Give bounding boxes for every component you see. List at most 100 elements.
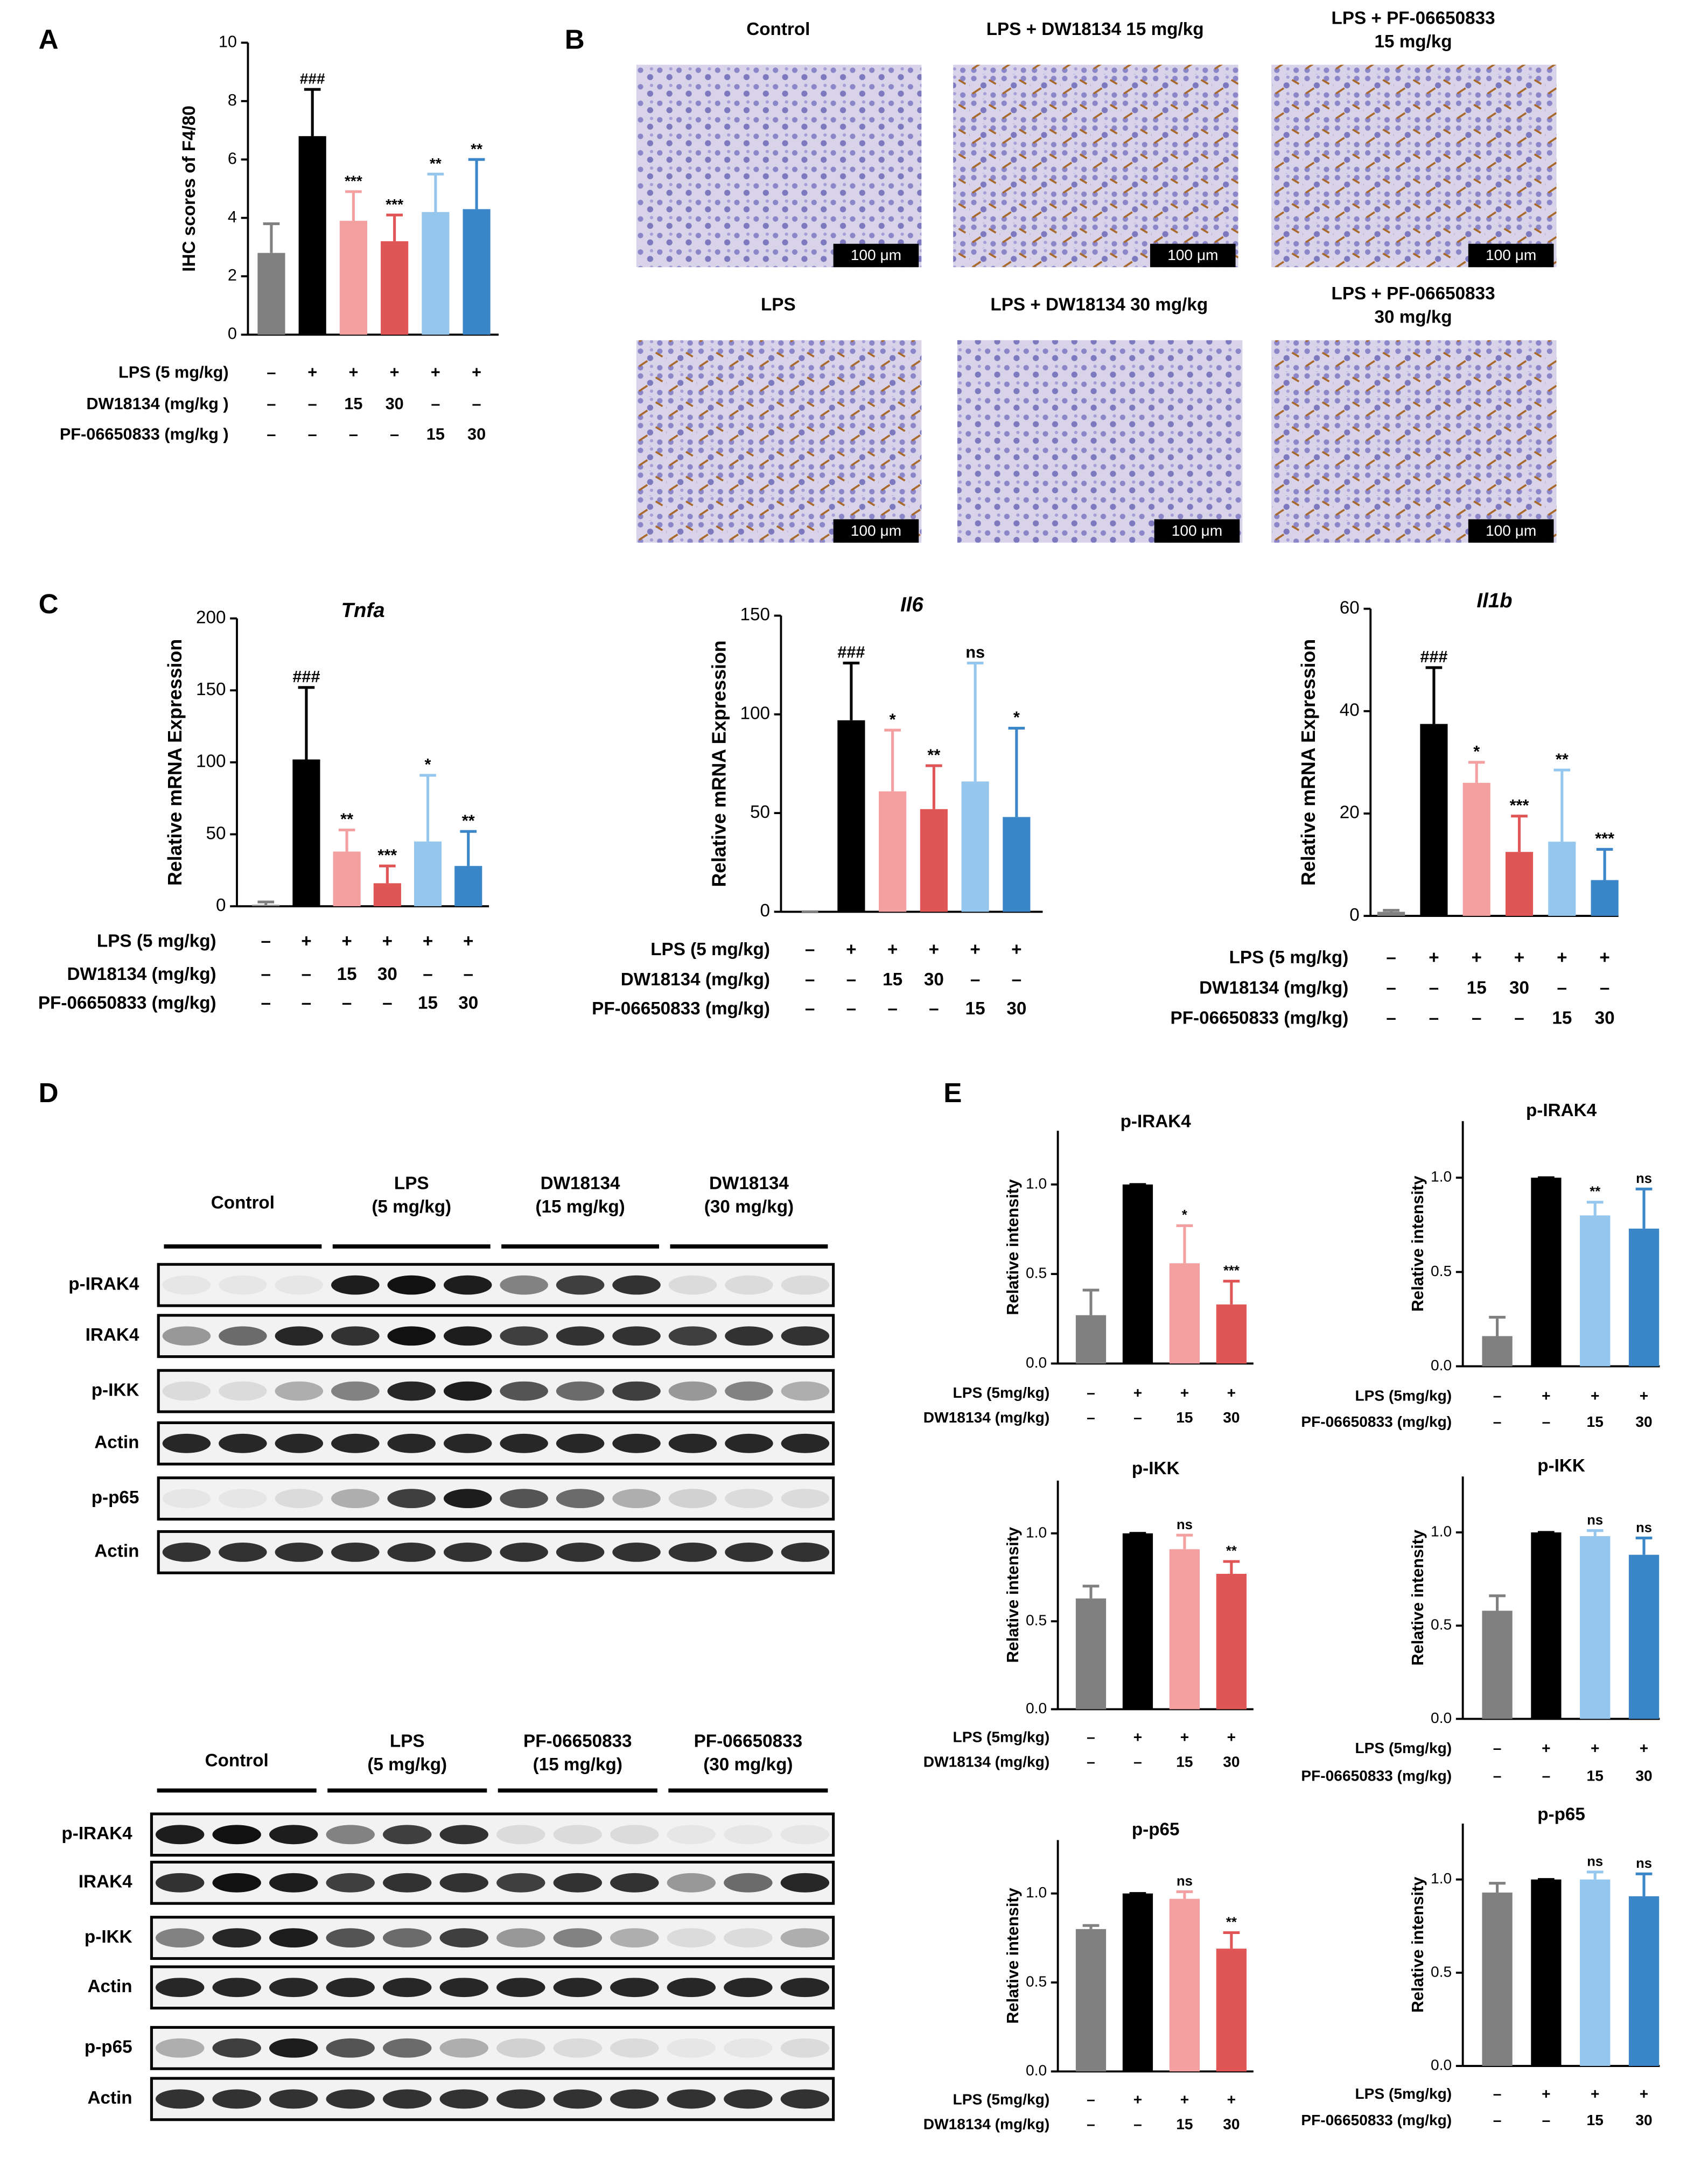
significance-label: ns (1636, 1520, 1652, 1535)
blot-band (610, 2038, 659, 2058)
y-tick-label: 8 (228, 90, 237, 109)
treatment-cell: – (1493, 2112, 1502, 2128)
y-tick-label: 200 (196, 607, 226, 627)
treatment-cell: – (1386, 978, 1396, 998)
y-tick-label: 10 (219, 32, 237, 51)
treatment-cell: + (1180, 1729, 1189, 1746)
blot-band (443, 1489, 492, 1509)
blot-band (781, 1275, 830, 1295)
bar (1482, 1610, 1513, 1719)
treatment-cell: 30 (386, 394, 404, 413)
blot-band (500, 1542, 548, 1562)
blot-band (496, 1978, 545, 1998)
treatment-label: LPS (5mg/kg) (1355, 2085, 1452, 2102)
treatment-cell: + (1591, 2085, 1599, 2102)
blot-strip (150, 1860, 835, 1905)
blot-band (443, 1433, 492, 1453)
blot-group-label: PF-06650833 (523, 1732, 632, 1751)
blot-band (556, 1326, 605, 1346)
bar (292, 759, 320, 907)
treatment-cell: 30 (467, 424, 486, 443)
bar (1377, 912, 1405, 916)
blot-band (326, 2089, 375, 2109)
blot-band (724, 1873, 773, 1893)
treatment-cell: 15 (883, 970, 902, 990)
y-tick-label: 0 (216, 895, 226, 915)
treatment-cell: + (1011, 940, 1021, 959)
treatment-cell: + (846, 940, 856, 959)
treatment-cell: 30 (1635, 1413, 1652, 1430)
blot-band (500, 1275, 548, 1295)
treatment-label: DW18134 (mg/kg) (621, 970, 770, 990)
blot-band (219, 1381, 267, 1401)
micrograph (1271, 340, 1557, 543)
blot-band (724, 2038, 773, 2058)
blot-band (610, 1825, 659, 1845)
significance-label: *** (1223, 1263, 1240, 1278)
treatment-cell: – (342, 993, 352, 1013)
treatment-cell: + (970, 940, 980, 959)
blot-row-label: p-p65 (85, 2037, 132, 2057)
blot-band (443, 1275, 492, 1295)
treatment-cell: 15 (1587, 1413, 1604, 1430)
blot-band (331, 1275, 380, 1295)
treatment-label: DW18134 (mg/kg) (923, 1409, 1049, 1426)
significance-label: * (1013, 708, 1020, 727)
bar (1628, 1896, 1660, 2066)
blot-band (553, 2038, 603, 2058)
blot-band (383, 1873, 432, 1893)
y-tick-label: 100 (196, 752, 226, 772)
treatment-cell: – (1514, 1008, 1524, 1028)
blot-band (612, 1542, 661, 1562)
treatment-cell: – (267, 362, 276, 381)
treatment-cell: – (1087, 2115, 1095, 2132)
bar (381, 241, 409, 335)
blot-group-label: Control (211, 1193, 275, 1213)
y-tick-label: 0.0 (1431, 1709, 1452, 1726)
blot-band (443, 1381, 492, 1401)
blot-band (219, 1542, 267, 1562)
y-tick-label: 40 (1340, 700, 1360, 720)
treatment-cell: – (1429, 1008, 1439, 1028)
treatment-cell: + (1557, 948, 1567, 968)
significance-label: *** (345, 172, 362, 189)
bar (837, 720, 865, 912)
blot-band (780, 2089, 830, 2109)
blot-band (212, 2038, 261, 2058)
treatment-cell: + (1472, 948, 1482, 968)
blot-band (725, 1489, 773, 1509)
treatment-cell: + (1227, 1384, 1236, 1401)
treatment-cell: + (887, 940, 898, 959)
treatment-cell: – (302, 993, 312, 1013)
bar (1075, 1598, 1107, 1709)
micrograph (636, 340, 922, 543)
blot-group-label: (15 mg/kg) (535, 1197, 625, 1217)
treatment-cell: 30 (1595, 1008, 1615, 1028)
blot-row-label: Actin (87, 2088, 132, 2108)
treatment-cell: – (1493, 1413, 1502, 1430)
treatment-cell: 15 (337, 964, 357, 984)
blot-band (439, 1825, 488, 1845)
treatment-label: PF-06650833 (mg/kg) (1301, 1767, 1452, 1784)
blot-band (275, 1433, 324, 1453)
blot-band (496, 2038, 545, 2058)
blot-row-label: Actin (87, 1977, 132, 1996)
blot-band (387, 1489, 436, 1509)
bar (1216, 1949, 1247, 2072)
blot-strip (157, 1476, 835, 1521)
significance-label: ** (1556, 749, 1569, 768)
blot-band (326, 1978, 375, 1998)
significance-label: * (890, 710, 896, 728)
blot-band (155, 2038, 205, 2058)
treatment-cell: 30 (1223, 1409, 1240, 1426)
significance-label: * (1182, 1208, 1187, 1223)
blot-band (162, 1275, 211, 1295)
blot-band (610, 1928, 659, 1948)
treatment-cell: + (1591, 1387, 1599, 1404)
y-tick-label: 1.0 (1026, 1884, 1047, 1901)
bar (1591, 880, 1619, 916)
blot-band (155, 1978, 205, 1998)
blot-band (219, 1433, 267, 1453)
treatment-cell: – (1542, 1413, 1551, 1430)
blot-band (219, 1275, 267, 1295)
